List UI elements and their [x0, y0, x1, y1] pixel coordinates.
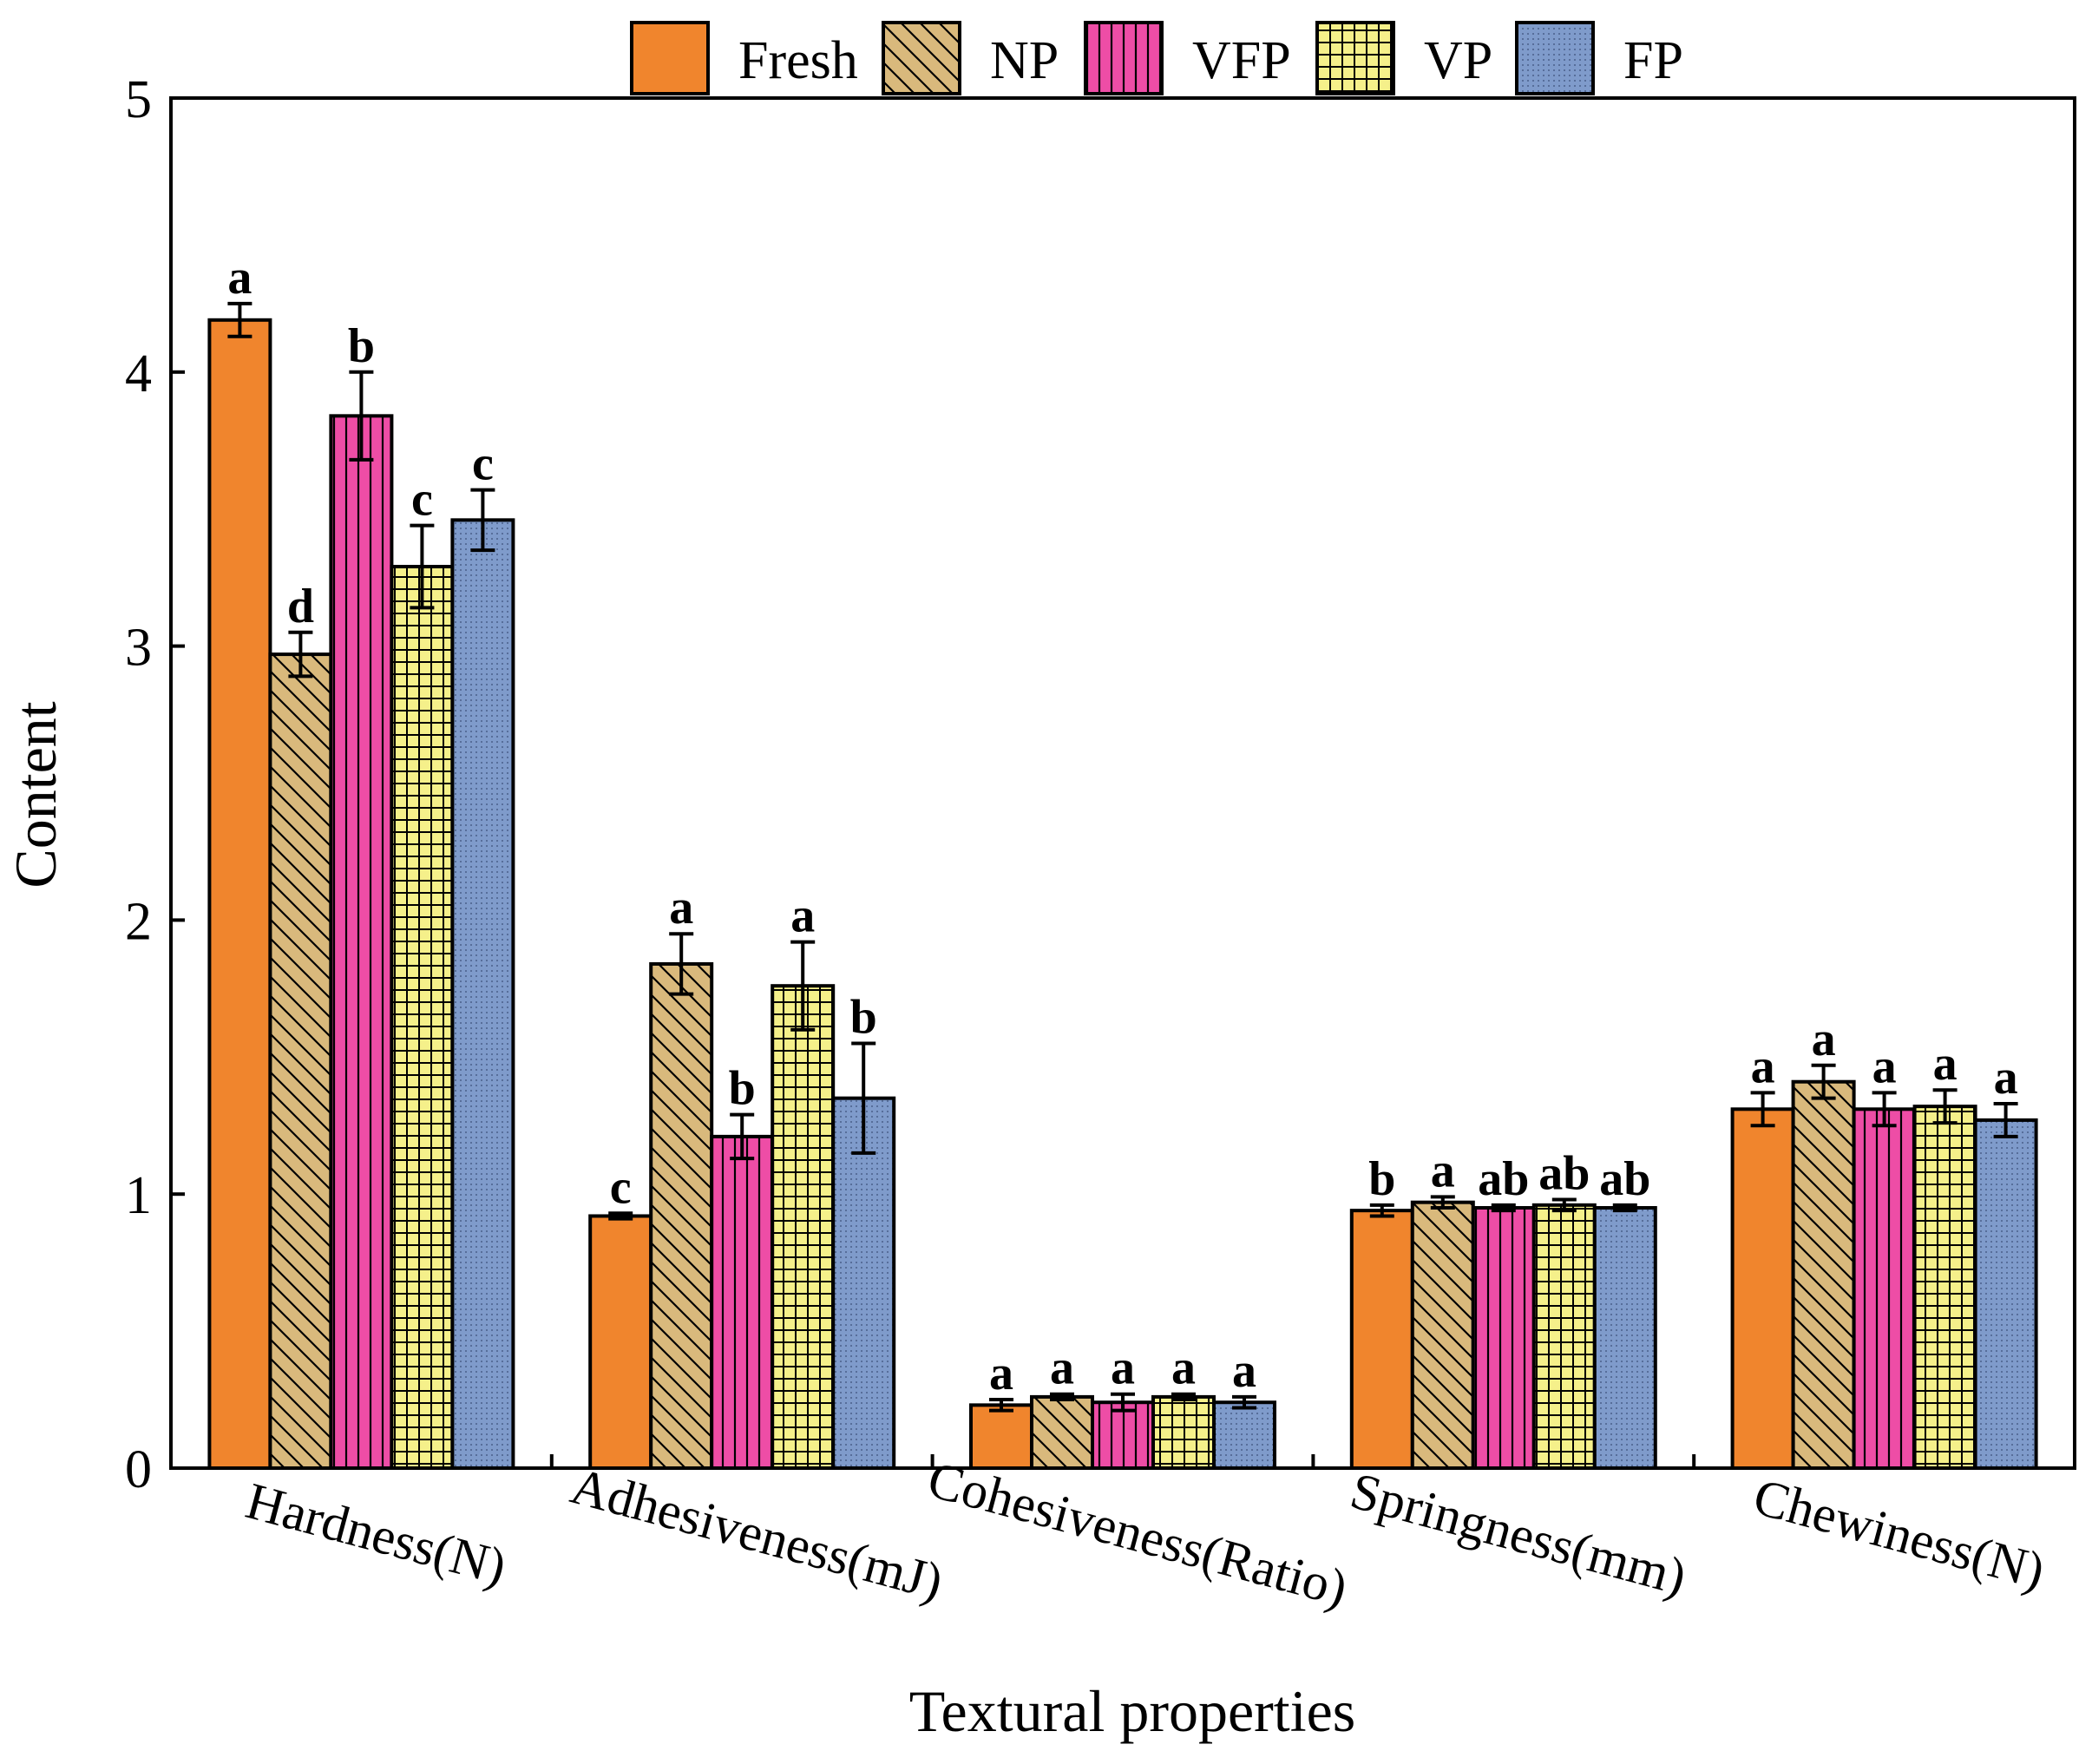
legend-swatch-fresh [630, 21, 710, 95]
bar-np-3 [1410, 1200, 1475, 1470]
significance-label: c [472, 437, 494, 491]
legend-swatch-fp [1515, 21, 1595, 95]
legend-label-np: NP [990, 31, 1059, 90]
legend: Fresh NP VFP VP FP [630, 21, 1683, 95]
bar-np-2 [1030, 1394, 1094, 1470]
legend-swatch-np [882, 21, 961, 95]
x-axis-label: Textural properties [909, 1678, 1355, 1744]
significance-label: b [1368, 1152, 1395, 1206]
bar-vfp-0 [329, 414, 394, 1470]
y-tick-label: 2 [125, 892, 152, 951]
bar-fresh-2 [969, 1403, 1033, 1470]
legend-label-vfp: VFP [1192, 31, 1291, 90]
significance-label: b [348, 319, 375, 373]
significance-label: a [1872, 1039, 1897, 1093]
x-tick-label: Springness(mm) [1345, 1461, 1692, 1605]
y-tick-label: 4 [125, 344, 152, 403]
bar-np-1 [649, 961, 714, 1470]
bar-fp-0 [450, 518, 515, 1470]
significance-label: a [1933, 1037, 1958, 1091]
significance-label: d [287, 580, 314, 633]
significance-label: b [729, 1062, 756, 1116]
bar-vp-2 [1151, 1394, 1216, 1470]
bar-np-0 [268, 652, 333, 1470]
significance-label: a [989, 1347, 1013, 1400]
y-axis-label: Content [3, 701, 69, 888]
significance-label: a [1751, 1039, 1775, 1093]
bar-fresh-1 [588, 1214, 653, 1470]
significance-label: c [411, 473, 433, 527]
significance-label: a [1431, 1144, 1455, 1197]
significance-label: a [1812, 1013, 1836, 1066]
y-tick-label: 0 [125, 1440, 152, 1499]
bar-vp-1 [771, 984, 836, 1470]
bar-fp-3 [1592, 1205, 1657, 1470]
x-tick-label: Adhesiveness(mJ) [565, 1457, 948, 1611]
x-tick-label: Hardness(N) [240, 1472, 512, 1596]
significance-label: a [227, 251, 252, 305]
bar-fp-1 [831, 1096, 896, 1471]
x-tick-label: Cohesiveness(Ratio) [922, 1451, 1354, 1617]
significance-label: a [790, 889, 815, 943]
legend-label-vp: VP [1424, 31, 1492, 90]
bar-vfp-1 [710, 1134, 775, 1470]
bar-fp-2 [1212, 1400, 1276, 1471]
legend-label-fp: FP [1623, 31, 1683, 90]
legend-label-fresh: Fresh [738, 31, 858, 90]
bar-vfp-4 [1852, 1107, 1917, 1470]
significance-label: a [669, 881, 693, 934]
plot-frame [169, 96, 2076, 1470]
significance-label: b [850, 991, 877, 1045]
bar-vp-3 [1531, 1203, 1597, 1471]
y-tick-label: 5 [125, 70, 152, 129]
significance-label: a [1171, 1341, 1196, 1395]
bar-vp-4 [1912, 1105, 1977, 1471]
significance-label: a [1232, 1344, 1256, 1398]
bar-vp-0 [390, 565, 455, 1471]
significance-label: a [1111, 1341, 1135, 1395]
y-tick-label: 3 [125, 619, 152, 678]
significance-label: ab [1478, 1152, 1529, 1206]
significance-label: c [610, 1160, 632, 1214]
significance-label: ab [1538, 1147, 1590, 1201]
bar-fresh-3 [1349, 1209, 1414, 1470]
bar-fresh-0 [207, 318, 272, 1471]
bar-vfp-3 [1471, 1205, 1536, 1470]
significance-label: a [1050, 1341, 1074, 1395]
bar-fresh-4 [1730, 1107, 1795, 1470]
legend-swatch-vp [1315, 21, 1395, 95]
significance-label: ab [1599, 1152, 1650, 1206]
bar-fp-4 [1973, 1118, 2038, 1470]
y-tick-label: 1 [125, 1166, 152, 1225]
x-tick-label: Chewiness(N) [1748, 1467, 2050, 1600]
significance-label: a [1994, 1051, 2018, 1105]
bar-np-4 [1791, 1079, 1856, 1471]
legend-swatch-vfp [1084, 21, 1164, 95]
